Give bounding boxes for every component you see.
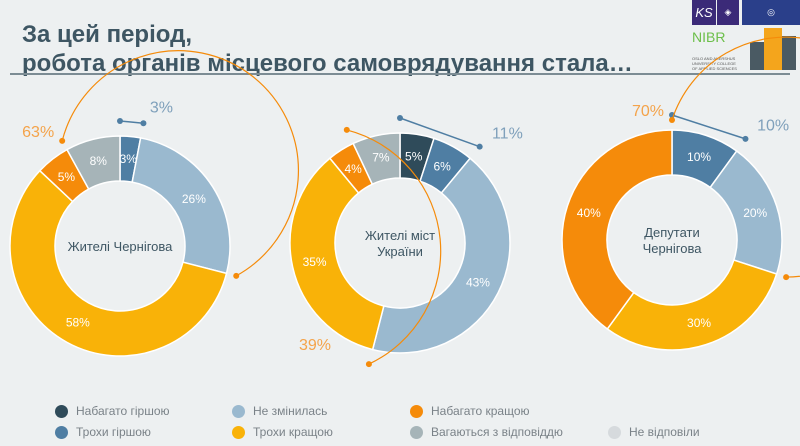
legend-swatch [232, 404, 245, 418]
annotation-dot [59, 137, 66, 144]
legend-label: Вагаються з відповіддю [431, 425, 563, 439]
chart-title: України [377, 244, 423, 259]
legend-swatch [410, 404, 423, 418]
slice-better [606, 259, 778, 351]
annotation-arc [671, 36, 800, 278]
legend-label: Не відповіли [629, 425, 700, 439]
slice-label: 35% [303, 255, 327, 269]
legend-label: Не змінилась [253, 404, 328, 418]
annotation-label: 70% [632, 103, 664, 120]
partner-logos: KS ◈ ◎ NIBR OSLO AND AKERSHUS UNIVERSITY… [690, 0, 800, 78]
annotation-label: 11% [492, 126, 523, 143]
nibr-logo: NIBR [692, 29, 726, 45]
legend-swatch [410, 425, 423, 439]
divider [10, 73, 790, 75]
chart-title: Депутати [644, 225, 700, 240]
slice-label: 4% [344, 162, 362, 176]
annotation-dot [742, 135, 749, 142]
slice-better [289, 157, 385, 351]
emblem-logo: ◎ [742, 0, 800, 25]
annotation-dot [397, 115, 403, 121]
chart-title: Чернігова [643, 241, 703, 256]
slice-label: 8% [90, 154, 108, 168]
legend-item-much_better: Набагато кращою [410, 404, 530, 418]
legend: Набагато гіршою Трохи гіршою Не змінилась Т… [0, 404, 800, 446]
legend-swatch [608, 425, 621, 439]
annotation-dot [669, 117, 675, 123]
annotation-dot [365, 361, 372, 368]
legend-item-hesitate: Вагаються з відповіддю [410, 425, 563, 439]
shield-logo: ◈ [717, 0, 739, 25]
annotation-label: 10% [757, 117, 789, 134]
legend-label: Трохи кращою [253, 425, 333, 439]
ks-logo: KS [692, 0, 716, 25]
chart-title: Жителі міст [365, 228, 435, 243]
legend-item-same: Не змінилась [232, 404, 327, 418]
slice-same [131, 137, 231, 275]
legend-swatch [55, 425, 68, 439]
page-title: За цей період, робота органів місцевого … [22, 20, 633, 78]
annotation-dot [140, 120, 147, 127]
slice-label: 5% [58, 170, 76, 184]
annotation-line [119, 120, 144, 124]
annotation-line [399, 117, 480, 148]
slice-label: 20% [743, 206, 767, 220]
annotation-dot [343, 126, 350, 133]
donut-chart-1: 3% 26% 58% 5% 8% Жителі Чернігова 3% 63% [9, 50, 299, 357]
legend-swatch [55, 404, 68, 418]
oslo-logo: OSLO AND AKERSHUS UNIVERSITY COLLEGE OF … [692, 55, 737, 71]
annotation-dot [476, 143, 483, 150]
slice-much_better [561, 129, 673, 331]
annotation-arc [61, 50, 299, 277]
slice-better [9, 169, 228, 357]
annotation-dot [783, 274, 790, 281]
legend-item-better: Трохи кращою [232, 425, 333, 439]
slice-label: 58% [66, 316, 90, 330]
annotation-line [671, 114, 746, 140]
slice-label: 5% [405, 150, 423, 164]
title-line-1: За цей період, [22, 21, 192, 48]
slice-label: 40% [577, 206, 601, 220]
legend-item-worse: Трохи гіршою [55, 425, 151, 439]
slice-label: 10% [687, 150, 711, 164]
annotation-label: 3% [150, 99, 173, 116]
slice-label: 30% [687, 316, 711, 330]
annotation-arc [346, 129, 442, 365]
slice-hesitate [65, 135, 121, 191]
chart-title: Жителі Чернігова [68, 239, 174, 254]
slice-hesitate [352, 132, 401, 186]
slice-label: 6% [433, 159, 451, 173]
legend-label: Набагато гіршою [76, 404, 170, 418]
slice-label: 3% [120, 152, 138, 166]
annotation-label: 39% [299, 337, 331, 354]
legend-item-no_answer: Не відповіли [608, 425, 700, 439]
slice-label: 7% [372, 151, 390, 165]
annotation-dot [117, 118, 123, 124]
annotation-label: 63% [22, 124, 54, 141]
legend-label: Трохи гіршою [76, 425, 151, 439]
legend-item-much_worse: Набагато гіршою [55, 404, 170, 418]
slice-label: 26% [182, 192, 206, 206]
legend-label: Набагато кращою [431, 404, 530, 418]
legend-swatch [232, 425, 245, 439]
slice-label: 43% [466, 276, 490, 290]
annotation-dot [233, 272, 240, 279]
